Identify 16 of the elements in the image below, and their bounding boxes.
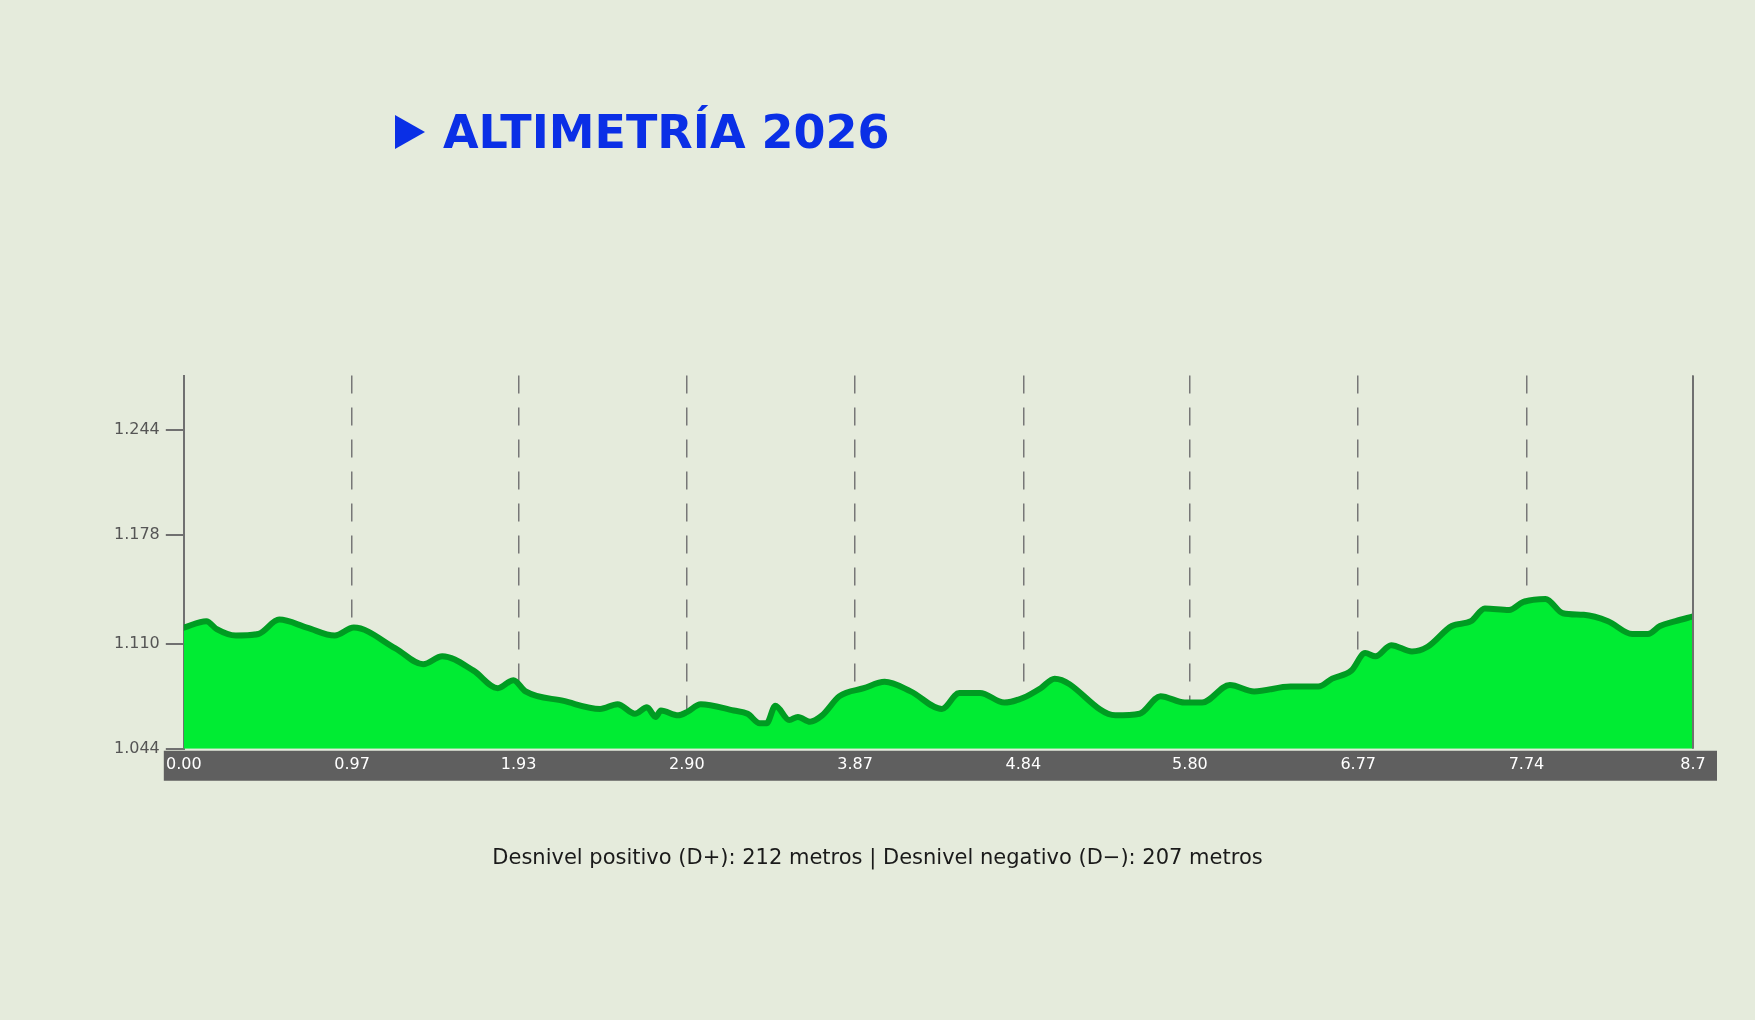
- x-tick-label: 7.74: [1508, 753, 1545, 773]
- y-tick-label: 1.244: [113, 418, 160, 438]
- x-tick-label: 0.00: [165, 753, 202, 773]
- x-tick-label: 5.80: [1172, 753, 1208, 773]
- y-tick-label: 1.110: [113, 632, 160, 652]
- chart-title: ALTIMETRÍA 2026: [443, 105, 890, 159]
- x-tick-label: 4.84: [1005, 753, 1042, 773]
- x-tick-label: 1.93: [500, 753, 537, 773]
- text: Desnivel positivo (D+): 212 metros | Desnivel negativo (D−): 207 metros: [491, 845, 1264, 869]
- x-tick-label: 8.7: [1680, 753, 1706, 773]
- x-tick-label: 3.87: [837, 753, 873, 773]
- y-tick-label: 1.178: [113, 524, 160, 544]
- x-tick-label: 6.77: [1340, 753, 1377, 773]
- x-tick-label: 0.97: [334, 753, 370, 773]
- y-tick-label: 1.044: [113, 737, 160, 757]
- x-tick-label: 2.90: [669, 753, 705, 773]
